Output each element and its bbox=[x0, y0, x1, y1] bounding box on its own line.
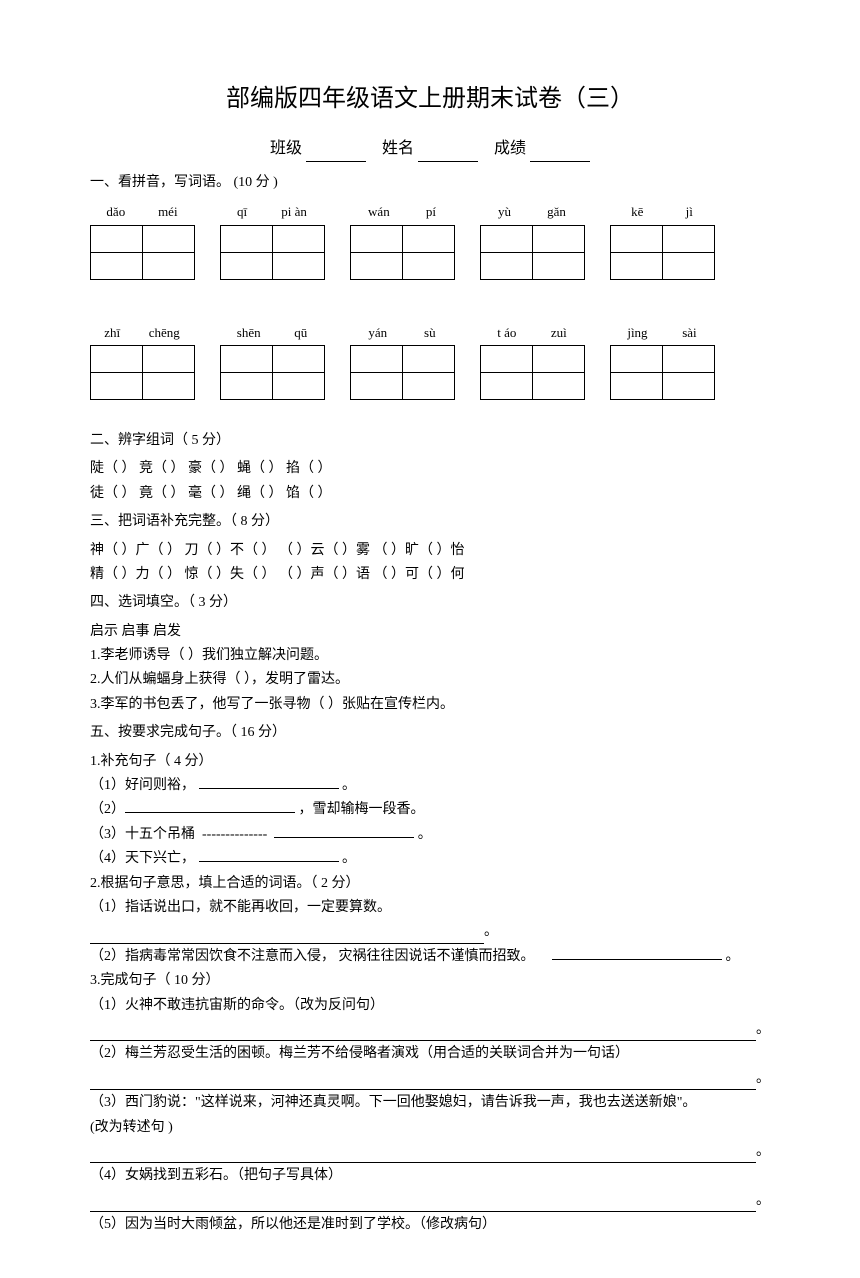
q4-words: 启示 启事 启发 bbox=[90, 621, 770, 643]
pinyin-labels: qīpi àn bbox=[220, 202, 324, 223]
q5-p3-1: （1）火神不敢违抗宙斯的命令。（改为反问句） bbox=[90, 995, 770, 1017]
q5-p3-3a: （3）西门豹说："这样说来，河神还真灵啊。下一回他娶媳妇，请告诉我一声，我也去送… bbox=[90, 1092, 770, 1114]
answer-line[interactable]: 。 bbox=[90, 1190, 770, 1212]
q5-p1-3: （3）十五个吊桶 -------------- 。 bbox=[90, 824, 770, 846]
answer-blank[interactable] bbox=[274, 837, 414, 838]
q5-p1-4: （4）天下兴亡， 。 bbox=[90, 848, 770, 870]
answer-blank[interactable] bbox=[552, 959, 722, 960]
char-grid[interactable] bbox=[610, 346, 714, 400]
q1-heading: 一、看拼音，写词语。 (10 分 ) bbox=[90, 172, 770, 194]
pinyin-group: qīpi àn bbox=[220, 202, 324, 279]
answer-line[interactable]: 。 bbox=[90, 1141, 770, 1163]
q5-heading: 五、按要求完成句子。（ 16 分） bbox=[90, 722, 770, 744]
answer-blank[interactable] bbox=[199, 788, 339, 789]
pinyin-labels: zhīchēng bbox=[90, 323, 194, 344]
q4-item3: 3.李军的书包丢了，他写了一张寻物（ ）张贴在宣传栏内。 bbox=[90, 694, 770, 716]
pinyin-group: kējì bbox=[610, 202, 714, 279]
answer-line[interactable]: 。 bbox=[90, 1068, 770, 1090]
char-grid[interactable] bbox=[350, 225, 454, 279]
answer-line[interactable]: 。 bbox=[90, 921, 498, 943]
pinyin-labels: jìngsài bbox=[610, 323, 714, 344]
answer-blank[interactable] bbox=[199, 861, 339, 862]
q2-line2: 徒（ ） 竟（ ） 毫（ ） 绳（ ） 馅（ ） bbox=[90, 483, 770, 505]
class-blank[interactable] bbox=[306, 145, 366, 162]
pinyin-labels: dǎoméi bbox=[90, 202, 194, 223]
pinyin-group: shēnqū bbox=[220, 323, 324, 400]
pinyin-labels: yùgǎn bbox=[480, 202, 584, 223]
q5-p3-heading: 3.完成句子（ 10 分） bbox=[90, 970, 770, 992]
q5-p3-2: （2）梅兰芳忍受生活的困顿。梅兰芳不给侵略者演戏（用合适的关联词合并为一句话） bbox=[90, 1043, 770, 1065]
pinyin-labels: shēnqū bbox=[220, 323, 324, 344]
pinyin-labels: wánpí bbox=[350, 202, 454, 223]
header-row: 班级 姓名 成绩 bbox=[90, 136, 770, 162]
q5-p2-2: （2）指病毒常常因饮食不注意而入侵， 灾祸往往因说话不谨慎而招致。 。 bbox=[90, 946, 770, 968]
char-grid[interactable] bbox=[220, 346, 324, 400]
q2-heading: 二、辨字组词（ 5 分） bbox=[90, 430, 770, 452]
pinyin-group: yánsù bbox=[350, 323, 454, 400]
pinyin-group: yùgǎn bbox=[480, 202, 584, 279]
q3-heading: 三、把词语补充完整。（ 8 分） bbox=[90, 511, 770, 533]
q5-p2-heading: 2.根据句子意思，填上合适的词语。（ 2 分） bbox=[90, 873, 770, 895]
answer-blank[interactable] bbox=[125, 812, 295, 813]
char-grid[interactable] bbox=[350, 346, 454, 400]
q2-line1: 陡（ ） 竞（ ） 豪（ ） 蝇（ ） 掐（ ） bbox=[90, 458, 770, 480]
pinyin-labels: t áozuì bbox=[480, 323, 584, 344]
pinyin-group: jìngsài bbox=[610, 323, 714, 400]
q5-p3-4: （4）女娲找到五彩石。（把句子写具体） bbox=[90, 1165, 770, 1187]
answer-line[interactable]: 。 bbox=[90, 1019, 770, 1041]
pinyin-labels: kējì bbox=[610, 202, 714, 223]
pinyin-group: t áozuì bbox=[480, 323, 584, 400]
class-label: 班级 bbox=[270, 140, 302, 157]
exam-page: 部编版四年级语文上册期末试卷（三） 班级 姓名 成绩 一、看拼音，写词语。 (1… bbox=[0, 0, 860, 1278]
char-grid[interactable] bbox=[610, 225, 714, 279]
page-title: 部编版四年级语文上册期末试卷（三） bbox=[90, 80, 770, 118]
char-grid[interactable] bbox=[90, 346, 194, 400]
q5-p3-3b: (改为转述句 ) bbox=[90, 1117, 770, 1139]
q4-heading: 四、选词填空。（ 3 分） bbox=[90, 592, 770, 614]
q5-p3-5: （5）因为当时大雨倾盆，所以他还是准时到了学校。（修改病句） bbox=[90, 1214, 770, 1236]
char-grid[interactable] bbox=[480, 346, 584, 400]
q5-p2-1: （1）指话说出口，就不能再收回，一定要算数。 bbox=[90, 897, 770, 919]
q1-row1: dǎoméi qīpi àn wánpí yùgǎn kējì bbox=[90, 202, 770, 279]
q5-p1-2: （2） ，雪却输梅一段香。 bbox=[90, 799, 770, 821]
char-grid[interactable] bbox=[480, 225, 584, 279]
q4-item1: 1.李老师诱导（ ）我们独立解决问题。 bbox=[90, 645, 770, 667]
pinyin-group: zhīchēng bbox=[90, 323, 194, 400]
q3-line2: 精（ ）力（ ） 惊（ ）失（ ） （ ）声（ ）语 （ ）可（ ）何 bbox=[90, 564, 770, 586]
q3-line1: 神（ ）广（ ） 刀（ ）不（ ） （ ）云（ ）雾 （ ）旷（ ）怡 bbox=[90, 540, 770, 562]
name-label: 姓名 bbox=[382, 140, 414, 157]
pinyin-group: dǎoméi bbox=[90, 202, 194, 279]
score-blank[interactable] bbox=[530, 145, 590, 162]
q4-item2: 2.人们从蝙蝠身上获得（ ），发明了雷达。 bbox=[90, 669, 770, 691]
pinyin-labels: yánsù bbox=[350, 323, 454, 344]
q1-row2: zhīchēng shēnqū yánsù t áozuì jìngsài bbox=[90, 323, 770, 400]
q5-p1-heading: 1.补充句子（ 4 分） bbox=[90, 751, 770, 773]
pinyin-group: wánpí bbox=[350, 202, 454, 279]
score-label: 成绩 bbox=[494, 140, 526, 157]
char-grid[interactable] bbox=[220, 225, 324, 279]
name-blank[interactable] bbox=[418, 145, 478, 162]
q5-p1-1: （1）好问则裕， 。 bbox=[90, 775, 770, 797]
char-grid[interactable] bbox=[90, 225, 194, 279]
